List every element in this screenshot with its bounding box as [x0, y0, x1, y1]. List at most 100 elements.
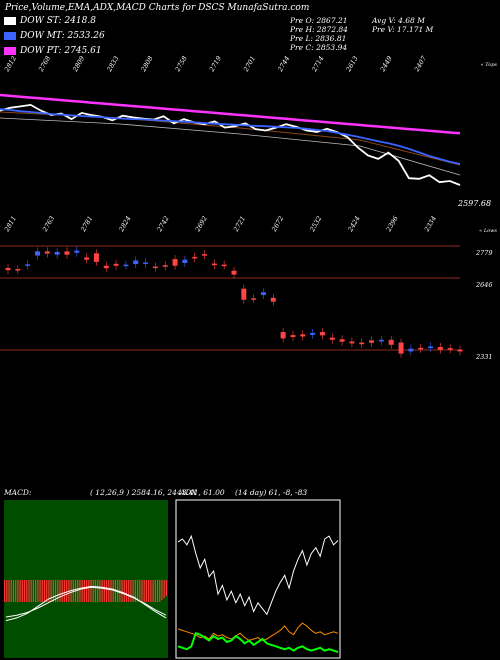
- legend-dow-pt: DOW PT: 2745.61: [4, 46, 102, 56]
- macd-histogram-bar: [48, 580, 50, 602]
- macd-histogram-bar: [103, 580, 105, 602]
- macd-histogram-bar: [110, 580, 112, 602]
- macd-histogram-bar: [125, 580, 128, 602]
- legend-swatch-icon: [4, 46, 16, 55]
- top-label: 2613: [344, 55, 360, 74]
- candle: [437, 346, 443, 350]
- macd-histogram-bar: [101, 580, 103, 602]
- candle: [329, 337, 335, 340]
- lows-label: « Lows: [479, 228, 497, 234]
- macd-values: ( 12,26,9 ) 2584.16, 2443.41, 61.00: [90, 488, 225, 497]
- macd-histogram-bar: [10, 580, 12, 602]
- macd-histogram-bar: [121, 580, 123, 602]
- candle: [369, 340, 375, 343]
- candle: [202, 254, 208, 256]
- macd-histogram-bar: [32, 580, 35, 602]
- top-label: 2758: [173, 55, 189, 74]
- macd-histogram-bar: [57, 580, 59, 602]
- adx-line-2: [177, 632, 339, 654]
- candle: [359, 342, 365, 345]
- macd-histogram-bar: [43, 580, 46, 602]
- bottom-label: 2811: [2, 215, 18, 234]
- candle: [44, 251, 50, 254]
- bottom-label: 2532: [308, 215, 324, 234]
- macd-histogram-bar: [150, 580, 152, 602]
- top-label: 2808: [139, 55, 155, 74]
- price-series-line-1: [0, 108, 461, 165]
- adx-line-0: [177, 534, 339, 616]
- macd-histogram-bar: [79, 580, 81, 602]
- macd-histogram-bar: [63, 580, 66, 602]
- pre-close: Pre C: 2853.94: [290, 43, 348, 52]
- macd-histogram-bar: [132, 580, 134, 602]
- macd-histogram-bar: [66, 580, 68, 602]
- candle: [143, 262, 149, 264]
- candle: [260, 292, 266, 296]
- adx-frame: [175, 499, 341, 659]
- macd-histogram-bar: [165, 580, 167, 596]
- macd-histogram-bar: [90, 580, 92, 602]
- macd-histogram-bar: [130, 580, 132, 602]
- top-label: 2809: [71, 55, 87, 74]
- candle: [349, 341, 355, 344]
- adx-line-1: [177, 622, 339, 642]
- macd-histogram-bar: [28, 580, 30, 602]
- bottom-label: 2824: [117, 215, 133, 234]
- candle: [447, 348, 453, 350]
- macd-histogram-bar: [30, 580, 32, 602]
- macd-histogram-bar: [4, 580, 6, 602]
- candle: [103, 265, 109, 269]
- candle: [418, 347, 424, 350]
- bottom-label: 2742: [155, 215, 171, 234]
- candle: [93, 253, 99, 262]
- candle: [280, 332, 286, 339]
- top-label: 2833: [105, 55, 121, 74]
- top-label: 2701: [241, 55, 257, 74]
- macd-histogram-bar: [159, 580, 161, 602]
- candle: [241, 288, 247, 300]
- macd-histogram-bar: [41, 580, 43, 602]
- macd-histogram-bar: [50, 580, 52, 602]
- top-label: 2744: [276, 55, 292, 74]
- bottom-label: 2334: [422, 215, 438, 234]
- macd-histogram-bar: [108, 580, 110, 602]
- legend-swatch-icon: [4, 16, 16, 25]
- macd-histogram-bar: [72, 580, 74, 602]
- candle: [54, 251, 60, 255]
- legend-swatch-icon: [4, 31, 16, 40]
- pre-low: Pre L: 2836.81: [290, 34, 347, 43]
- top-label: 2812: [2, 55, 18, 74]
- macd-histogram-bar: [148, 580, 150, 602]
- macd-label: MACD:: [3, 488, 32, 497]
- macd-histogram-bar: [19, 580, 21, 602]
- candle: [251, 298, 257, 300]
- last-price-label: 2597.68: [457, 199, 491, 208]
- macd-histogram-bar: [94, 580, 97, 602]
- legend-dow-pt-label: DOW PT: 2745.61: [20, 46, 102, 56]
- legend-dow-mt-label: DOW MT: 2533.26: [20, 31, 105, 41]
- macd-histogram-bar: [61, 580, 63, 602]
- level-label: 2779: [475, 249, 493, 257]
- candle: [64, 251, 70, 255]
- macd-histogram-bar: [88, 580, 90, 602]
- candle: [231, 270, 237, 275]
- top-label: 2449: [378, 55, 394, 74]
- bottom-label: 2721: [231, 215, 247, 234]
- macd-histogram-bar: [81, 580, 83, 602]
- macd-histogram-bar: [139, 580, 141, 602]
- candle: [133, 260, 139, 265]
- macd-histogram-bar: [92, 580, 94, 602]
- candle: [162, 265, 168, 267]
- macd-histogram-bar: [35, 580, 37, 602]
- macd-histogram-bar: [77, 580, 79, 602]
- top-label: 2407: [412, 54, 428, 74]
- macd-histogram-bar: [141, 580, 143, 602]
- level-label: 2646: [475, 281, 493, 289]
- macd-histogram-bar: [15, 580, 17, 602]
- candle: [300, 334, 306, 337]
- macd-histogram-bar: [156, 580, 159, 602]
- macd-histogram-bar: [123, 580, 125, 602]
- macd-histogram-bar: [83, 580, 85, 602]
- macd-histogram-bar: [52, 580, 54, 602]
- legend-dow-st: DOW ST: 2418.8: [4, 16, 96, 26]
